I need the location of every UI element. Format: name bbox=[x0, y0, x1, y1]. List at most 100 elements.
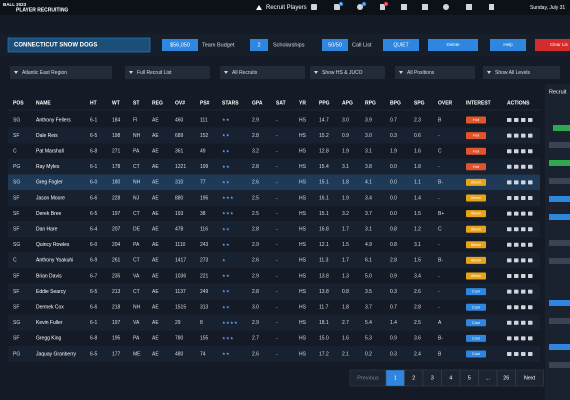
interest-badge bbox=[466, 256, 486, 264]
action-icon[interactable] bbox=[528, 352, 533, 356]
table-row[interactable] bbox=[8, 143, 540, 159]
action-icon[interactable] bbox=[528, 133, 533, 138]
action-icon[interactable] bbox=[507, 227, 512, 232]
action-icon[interactable] bbox=[521, 336, 526, 341]
action-icon[interactable] bbox=[507, 289, 512, 294]
action-icon[interactable] bbox=[521, 227, 526, 232]
action-icon[interactable] bbox=[528, 320, 533, 325]
filter-dropdown[interactable] bbox=[10, 66, 112, 79]
action-icon[interactable] bbox=[528, 149, 533, 154]
interest-badge bbox=[466, 147, 486, 155]
table-row[interactable] bbox=[8, 190, 540, 206]
table-row[interactable] bbox=[8, 127, 540, 144]
action-icon[interactable] bbox=[514, 133, 519, 138]
action-icon[interactable] bbox=[521, 352, 526, 356]
table-row[interactable] bbox=[8, 252, 540, 269]
table-row[interactable] bbox=[8, 268, 540, 284]
table-row[interactable] bbox=[8, 221, 540, 237]
action-icon[interactable] bbox=[521, 164, 526, 169]
action-icon[interactable] bbox=[528, 258, 533, 263]
action-icon[interactable] bbox=[514, 352, 519, 356]
action-icon[interactable] bbox=[528, 289, 533, 294]
help-button[interactable] bbox=[490, 39, 526, 51]
cell: 2.9 bbox=[252, 117, 259, 123]
filter-dropdown[interactable] bbox=[220, 66, 305, 79]
filter-dropdown[interactable] bbox=[395, 66, 475, 79]
action-icon[interactable] bbox=[507, 149, 512, 154]
quiet-button[interactable] bbox=[383, 39, 419, 51]
action-icon[interactable] bbox=[528, 211, 533, 216]
action-icon[interactable] bbox=[521, 274, 526, 278]
page-button[interactable] bbox=[515, 369, 544, 387]
action-icon[interactable] bbox=[507, 352, 512, 356]
action-icon[interactable] bbox=[521, 258, 526, 263]
action-icon[interactable] bbox=[507, 211, 512, 216]
action-icon[interactable] bbox=[528, 336, 533, 341]
action-icon[interactable] bbox=[528, 305, 533, 310]
table-row[interactable] bbox=[8, 159, 540, 175]
action-icon[interactable] bbox=[514, 196, 519, 200]
cell: 228 bbox=[112, 195, 121, 201]
action-icon[interactable] bbox=[521, 118, 526, 122]
delete-button[interactable] bbox=[428, 39, 478, 51]
table-row[interactable] bbox=[8, 330, 540, 347]
budget-label: Team Budget bbox=[202, 42, 235, 48]
badge-count: 1 bbox=[385, 2, 387, 6]
action-icon[interactable] bbox=[507, 258, 512, 263]
action-icon[interactable] bbox=[507, 164, 512, 169]
table-row[interactable] bbox=[8, 174, 540, 191]
action-icon[interactable] bbox=[514, 320, 519, 325]
action-icon[interactable] bbox=[528, 274, 533, 278]
action-icon[interactable] bbox=[507, 133, 512, 138]
action-icon[interactable] bbox=[514, 211, 519, 216]
action-icon[interactable] bbox=[514, 258, 519, 263]
filter-dropdown[interactable] bbox=[483, 66, 560, 79]
action-icon[interactable] bbox=[528, 196, 533, 200]
action-icon[interactable] bbox=[514, 180, 519, 185]
cell: 2.4 bbox=[414, 351, 421, 357]
action-icon[interactable] bbox=[507, 242, 512, 247]
action-icon[interactable] bbox=[521, 180, 526, 185]
action-icon[interactable] bbox=[507, 336, 512, 341]
action-icon[interactable] bbox=[507, 180, 512, 185]
action-icon[interactable] bbox=[528, 164, 533, 169]
action-icon[interactable] bbox=[514, 118, 519, 122]
table-row[interactable] bbox=[8, 205, 540, 222]
table-row[interactable] bbox=[8, 346, 540, 362]
action-icon[interactable] bbox=[521, 196, 526, 200]
action-icon[interactable] bbox=[528, 242, 533, 247]
table-row[interactable] bbox=[8, 315, 540, 331]
action-icon[interactable] bbox=[514, 242, 519, 247]
action-icon[interactable] bbox=[514, 164, 519, 169]
filter-dropdown[interactable] bbox=[125, 66, 210, 79]
action-icon[interactable] bbox=[521, 320, 526, 325]
action-icon[interactable] bbox=[521, 289, 526, 294]
table-row[interactable] bbox=[8, 112, 540, 128]
clear-button[interactable] bbox=[535, 39, 570, 51]
filter-dropdown[interactable] bbox=[310, 66, 385, 79]
action-icon[interactable] bbox=[521, 211, 526, 216]
action-icon[interactable] bbox=[521, 149, 526, 154]
action-icon[interactable] bbox=[528, 118, 533, 122]
action-icon[interactable] bbox=[514, 227, 519, 232]
action-icon[interactable] bbox=[507, 196, 512, 200]
action-icon[interactable] bbox=[521, 242, 526, 247]
action-icon[interactable] bbox=[514, 289, 519, 294]
action-icon[interactable] bbox=[507, 320, 512, 325]
table-row[interactable] bbox=[8, 237, 540, 253]
table-row[interactable] bbox=[8, 299, 540, 315]
cell: 3.6 bbox=[414, 336, 421, 342]
logo: BALL 2023 bbox=[3, 2, 27, 7]
action-icon[interactable] bbox=[528, 227, 533, 232]
action-icon[interactable] bbox=[507, 118, 512, 122]
action-icon[interactable] bbox=[521, 305, 526, 310]
action-icon[interactable] bbox=[507, 274, 512, 278]
action-icon[interactable] bbox=[521, 133, 526, 138]
action-icon[interactable] bbox=[514, 336, 519, 341]
action-icon[interactable] bbox=[514, 149, 519, 154]
action-icon[interactable] bbox=[514, 305, 519, 310]
action-icon[interactable] bbox=[514, 274, 519, 278]
action-icon[interactable] bbox=[507, 305, 512, 310]
action-icon[interactable] bbox=[528, 180, 533, 185]
table-row[interactable] bbox=[8, 283, 540, 300]
